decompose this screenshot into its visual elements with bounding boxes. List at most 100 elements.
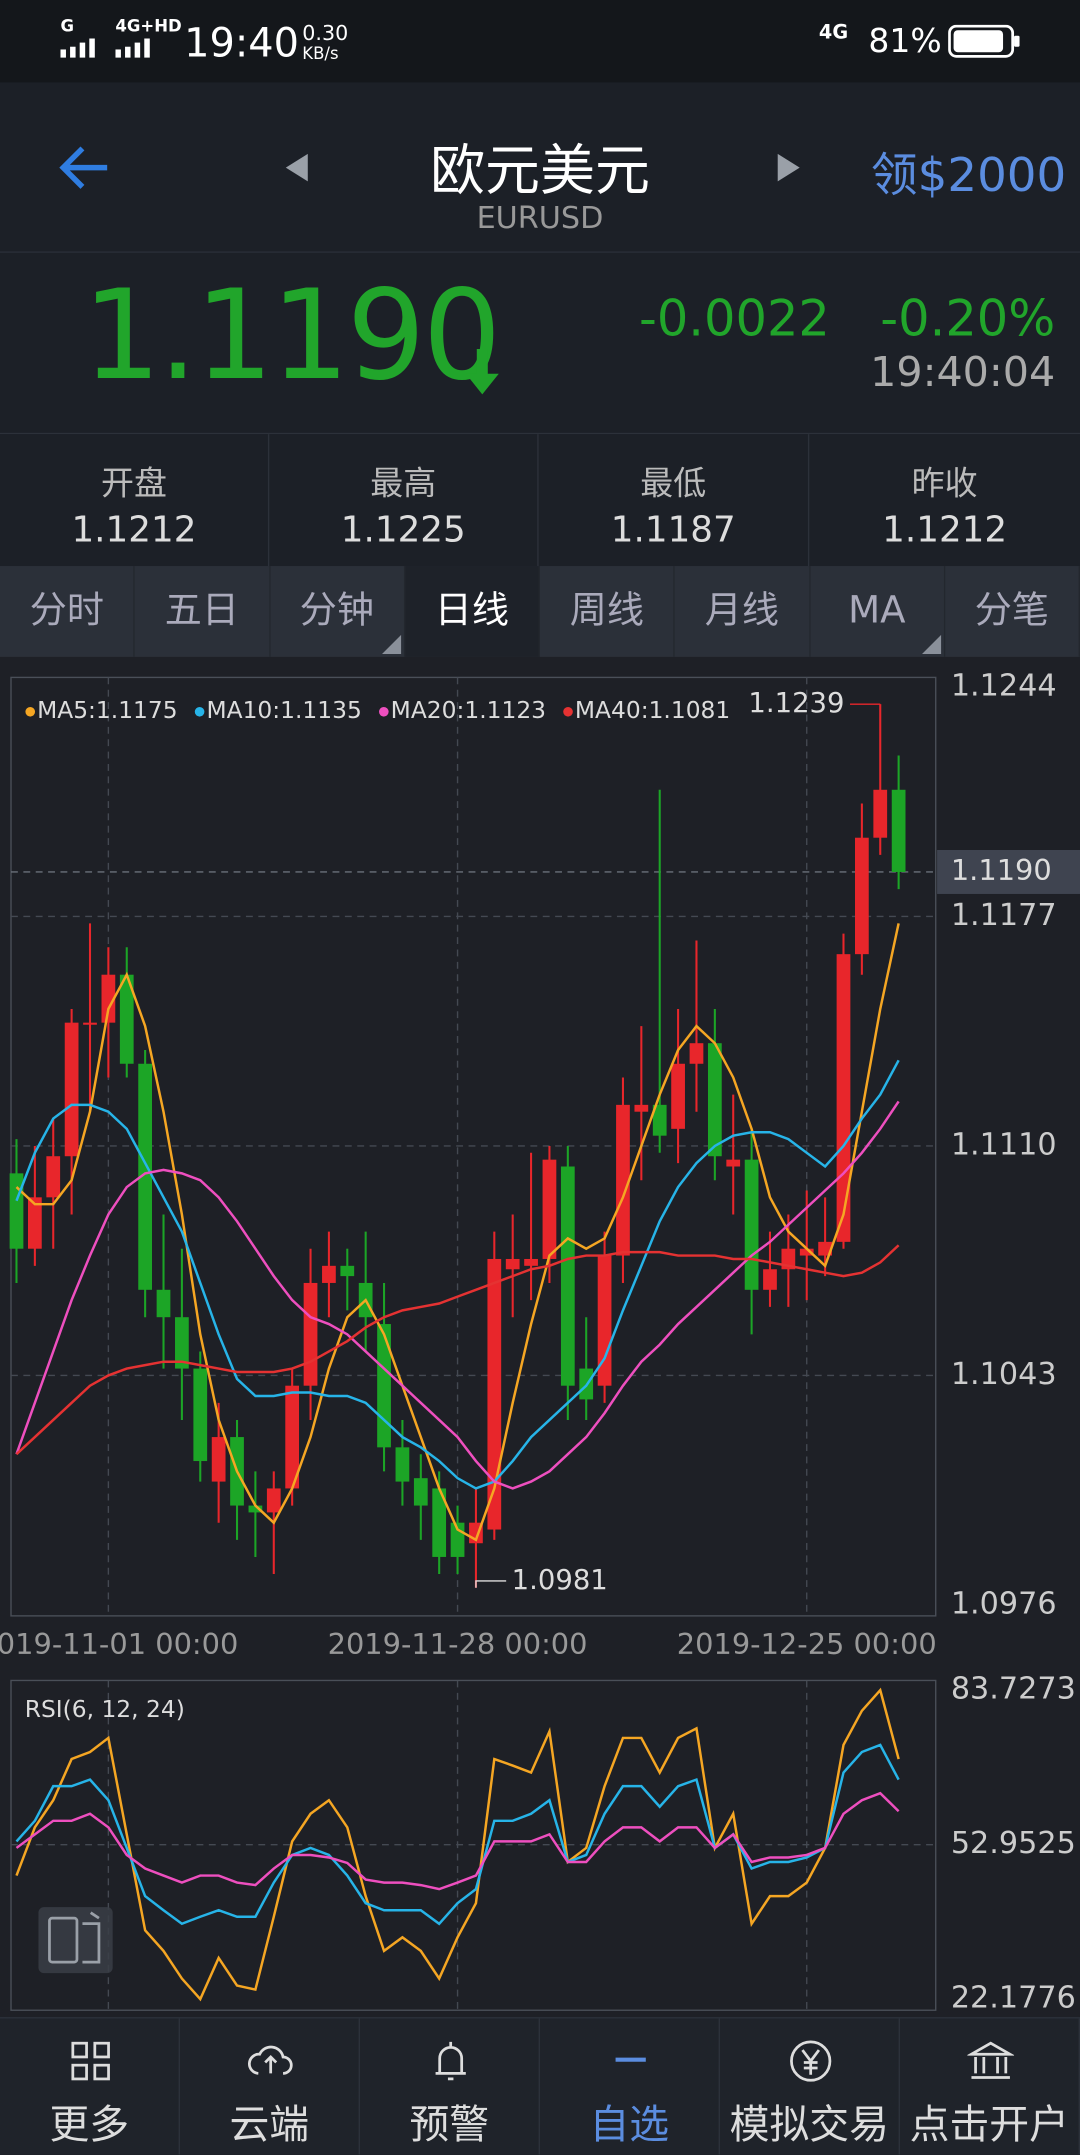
back-button[interactable] [58,143,113,192]
nav-label: 云端 [229,2100,310,2148]
last-price-label: 1.1190 [951,853,1052,887]
stat-value: 1.1225 [340,509,466,551]
candle-body [266,1488,281,1513]
symbol: EURUSD [476,201,604,237]
candle-body [836,954,851,1242]
nav-item[interactable]: 更多 [0,2018,181,2155]
candle-body [542,1159,557,1259]
indicator-line [15,1687,900,2002]
tab[interactable]: 分时 [0,566,136,657]
stat-label: 最高 [370,464,437,503]
stats-row: 开盘 1.1212 最高 1.1225 最低 1.1187 昨收 1.1212 [0,434,1080,567]
speed: 0.30 [302,20,349,46]
candle-body [322,1265,336,1283]
bottom-nav: 更多 云端 预警 自选 模拟交易 点击开户 [0,2017,1080,2155]
nav-icon [247,2045,292,2075]
quote-panel: 1.1190 -0.0022 -0.20% 19:40:04 [0,252,1080,435]
clock: 19:40 [184,19,299,66]
stat: 最高 1.1225 [269,434,539,567]
candle-body [64,1022,79,1157]
change: -0.0022 [638,291,830,348]
plot-frame [10,676,937,1617]
dropdown-corner [381,634,401,655]
rotate-icon [48,1916,79,1964]
rotate-icon [82,1911,101,1964]
last-price: 1.1190 [82,263,501,409]
candle-body [211,1437,226,1482]
x-tick-label: 2019-11-28 00:00 [328,1627,588,1661]
candle-body [524,1258,538,1266]
nav-icon [789,2040,831,2082]
y-tick-label: 1.1110 [951,1127,1057,1162]
down-arrow [465,349,499,395]
legend-label: MA40:1.1081 [575,696,730,724]
nav-item[interactable]: 预警 [360,2018,541,2155]
candle-body [689,1043,704,1064]
y-tick-label: 1.0976 [951,1586,1057,1621]
candle-body [799,1248,814,1256]
nav-item[interactable]: 模拟交易 [720,2018,901,2155]
change-percent: -0.20% [880,291,1056,348]
candle-body [726,1159,741,1167]
nav-item[interactable]: 点击开户 [900,2018,1080,2155]
status-bar: G 4G+HD 19:40 0.30 KB/s 4G 81% [0,0,1080,83]
legend-label: MA20:1.1123 [391,696,546,724]
legend-label: MA10:1.1135 [206,696,361,724]
signal-icon [115,38,150,58]
nav-icon [434,2041,466,2081]
candle-body [652,1104,667,1136]
candle-body [873,789,888,838]
nav-label: 自选 [589,2100,670,2148]
candle-body [560,1166,575,1386]
nav-label: 更多 [49,2100,130,2148]
candle-body [505,1258,520,1270]
quote-time: 19:40:04 [870,349,1056,398]
nav-item[interactable]: 自选 [540,2018,721,2155]
candle-body [634,1104,649,1112]
legend-dot [25,706,36,717]
promo-link[interactable]: 领$2000 [870,148,1067,204]
next-button[interactable] [772,151,805,184]
tab[interactable]: 分钟 [270,566,406,657]
candle-body [487,1258,502,1530]
nav-label: 点击开户 [909,2100,1070,2148]
network: G [60,16,75,36]
tab[interactable]: MA [810,566,946,657]
indicator-line [15,1791,900,1891]
candle-body [597,1255,612,1386]
candle-body [395,1447,410,1482]
legend-dot [563,706,573,717]
dropdown-corner [921,634,941,655]
candle-body [616,1104,630,1256]
candle-body [175,1317,189,1369]
tab[interactable]: 月线 [675,566,811,657]
candle-body [818,1241,832,1256]
stat-value: 1.1187 [610,509,736,551]
candle-body [101,974,116,1023]
stat: 昨收 1.1212 [809,434,1080,566]
title: 欧元美元 [430,140,650,204]
low-marker [475,1580,507,1588]
tab[interactable]: 五日 [135,566,271,657]
tab[interactable]: 分笔 [945,566,1080,657]
candle-body [707,1043,722,1157]
candle-body [156,1289,171,1318]
legend-label: MA5:1.1175 [37,696,178,724]
y-tick-label: 1.1043 [951,1357,1057,1392]
candle-body [119,974,134,1064]
legend-dot [379,706,389,717]
tab-bar: 分时 五日 分钟 日线 周线 月线 MA 分笔 [0,566,1080,657]
header: 欧元美元 EURUSD 领$2000 [0,82,1080,253]
prev-button[interactable] [280,151,313,184]
last-price-tag [937,849,1080,894]
candle-body [671,1063,685,1129]
y-tick-label: 52.9525 [951,1826,1076,1861]
candle-body [763,1269,777,1290]
tab[interactable]: 周线 [540,566,676,657]
stat: 开盘 1.1212 [0,434,270,567]
y-tick-label: 1.1177 [951,898,1057,933]
tab[interactable]: 日线 [405,566,541,657]
rsi-frame [10,1679,937,2011]
battery-level: 81% [868,21,942,61]
nav-item[interactable]: 云端 [180,2018,361,2155]
